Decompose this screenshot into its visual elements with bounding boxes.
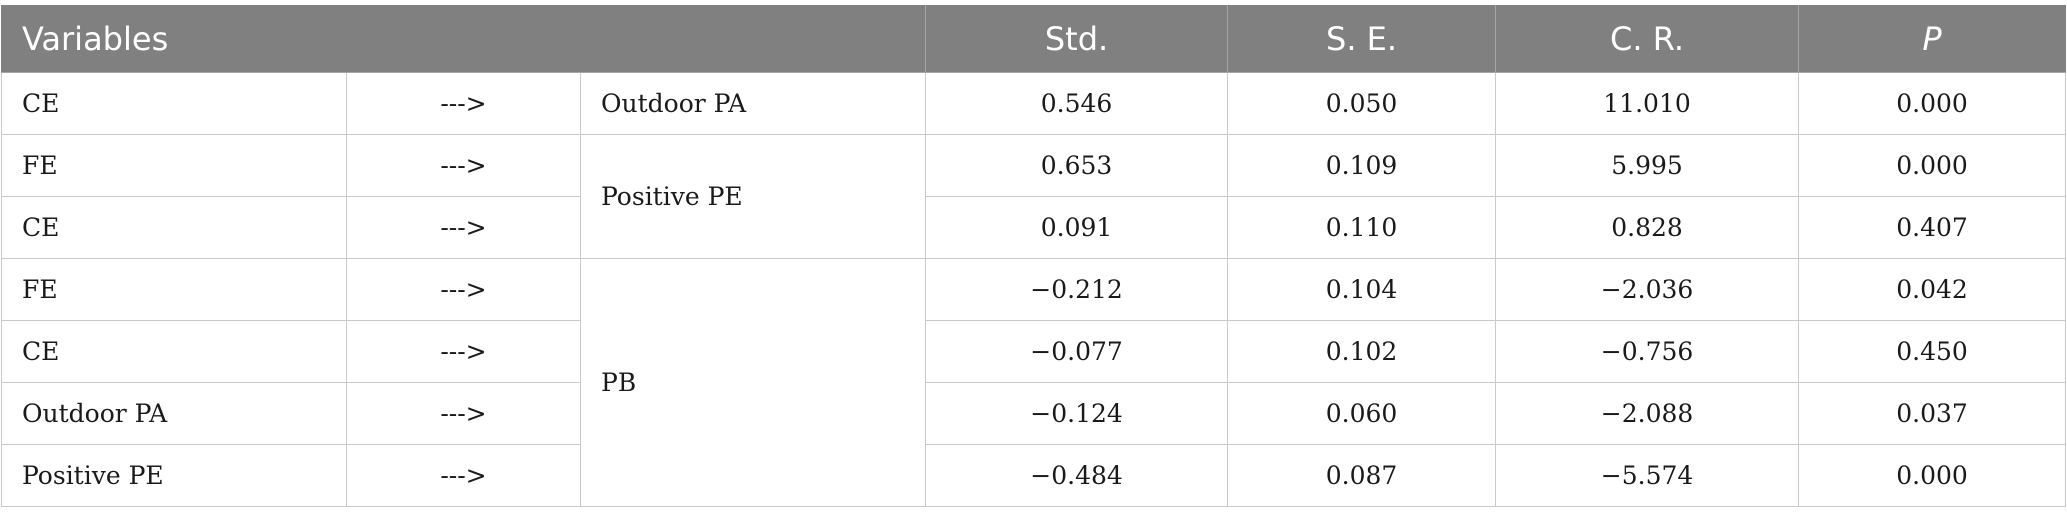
cell-predictor: FE (1, 134, 347, 197)
table-row: CE ---> −0.077 0.102 −0.756 0.450 (1, 320, 2067, 383)
cell-predictor: CE (1, 72, 347, 135)
cell-se: 0.109 (1227, 134, 1497, 197)
header-p-label: P (1922, 20, 1942, 58)
cell-arrow: ---> (346, 320, 581, 383)
cell-arrow: ---> (346, 196, 581, 259)
header-std: Std. (925, 5, 1229, 73)
cell-arrow: ---> (346, 258, 581, 321)
cell-se: 0.104 (1227, 258, 1497, 321)
cell-p: 0.000 (1798, 134, 2067, 197)
cell-arrow: ---> (346, 382, 581, 445)
cell-se: 0.060 (1227, 382, 1497, 445)
cell-p: 0.000 (1798, 444, 2067, 507)
table-row: FE ---> PB −0.212 0.104 −2.036 0.042 (1, 258, 2067, 507)
cell-p: 0.042 (1798, 258, 2067, 321)
header-se: S. E. (1227, 5, 1497, 73)
table-row: Outdoor PA ---> −0.124 0.060 −2.088 0.037 (1, 382, 2067, 445)
cell-outcome: Positive PE (579, 134, 927, 259)
cell-se: 0.110 (1227, 196, 1497, 259)
cell-p: 0.000 (1798, 72, 2067, 135)
header-variables: Variables (0, 5, 927, 73)
cell-predictor: Positive PE (1, 444, 347, 507)
cell-p: 0.450 (1798, 320, 2067, 383)
cell-predictor: CE (1, 196, 347, 259)
cell-arrow: ---> (346, 444, 581, 507)
cell-cr: −2.088 (1495, 382, 1800, 445)
results-table: Variables Std. S. E. C. R. P CE ---> Outdo… (0, 5, 2067, 507)
cell-cr: −0.756 (1495, 320, 1800, 383)
header-row: Variables Std. S. E. C. R. P (0, 5, 2067, 73)
header-cr: C. R. (1495, 5, 1800, 73)
cell-outcome: PB (579, 258, 927, 507)
cell-std: −0.484 (925, 444, 1229, 507)
cell-std: −0.077 (925, 320, 1229, 383)
cell-se: 0.050 (1227, 72, 1497, 135)
cell-predictor: Outdoor PA (1, 382, 347, 445)
cell-arrow: ---> (346, 72, 581, 135)
cell-cr: 11.010 (1495, 72, 1800, 135)
table-body: CE ---> Outdoor PA 0.546 0.050 11.010 0.000 FE -… (1, 72, 2067, 507)
cell-p: 0.037 (1798, 382, 2067, 445)
cell-p: 0.407 (1798, 196, 2067, 259)
cell-predictor: CE (1, 320, 347, 383)
cell-cr: −2.036 (1495, 258, 1800, 321)
table-row: FE ---> Positive PE 0.653 0.109 5.995 0.000 (1, 134, 2067, 259)
cell-std: 0.091 (925, 196, 1229, 259)
cell-std: 0.653 (925, 134, 1229, 197)
cell-arrow: ---> (346, 134, 581, 197)
header-p: P (1798, 5, 2067, 73)
cell-se: 0.087 (1227, 444, 1497, 507)
cell-predictor: FE (1, 258, 347, 321)
cell-cr: −5.574 (1495, 444, 1800, 507)
cell-std: −0.124 (925, 382, 1229, 445)
cell-outcome: Outdoor PA (579, 72, 927, 135)
cell-std: 0.546 (925, 72, 1229, 135)
table-row: CE ---> 0.091 0.110 0.828 0.407 (1, 196, 2067, 259)
cell-std: −0.212 (925, 258, 1229, 321)
cell-se: 0.102 (1227, 320, 1497, 383)
cell-cr: 5.995 (1495, 134, 1800, 197)
cell-cr: 0.828 (1495, 196, 1800, 259)
table-row: Positive PE ---> −0.484 0.087 −5.574 0.000 (1, 444, 2067, 507)
table-row: CE ---> Outdoor PA 0.546 0.050 11.010 0.000 (1, 72, 2067, 135)
